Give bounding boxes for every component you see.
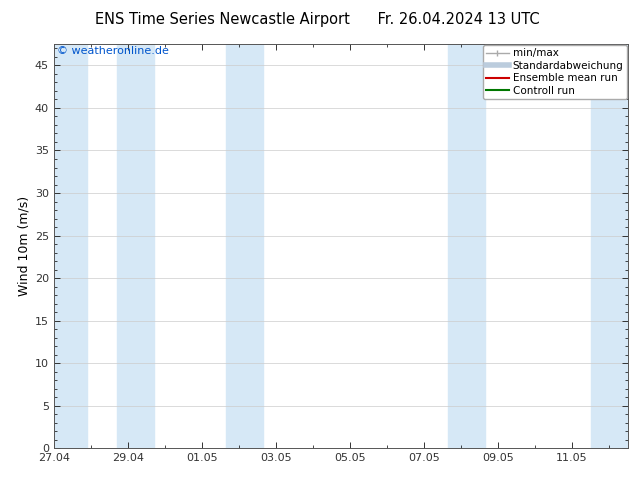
Text: ENS Time Series Newcastle Airport      Fr. 26.04.2024 13 UTC: ENS Time Series Newcastle Airport Fr. 26… — [94, 12, 540, 27]
Legend: min/max, Standardabweichung, Ensemble mean run, Controll run: min/max, Standardabweichung, Ensemble me… — [482, 45, 626, 99]
Bar — [117, 44, 154, 448]
Bar — [54, 44, 87, 448]
Bar — [226, 44, 263, 448]
Bar — [591, 44, 628, 448]
Bar — [448, 44, 485, 448]
Text: © weatheronline.de: © weatheronline.de — [57, 46, 169, 56]
Y-axis label: Wind 10m (m/s): Wind 10m (m/s) — [18, 196, 30, 296]
